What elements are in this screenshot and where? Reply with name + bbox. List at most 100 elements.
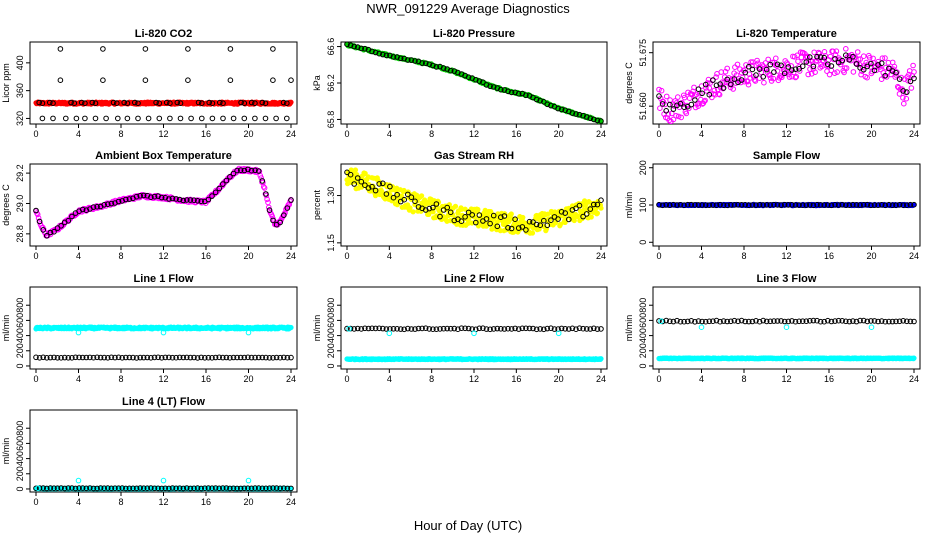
data-point <box>911 69 917 75</box>
data-point <box>259 178 266 184</box>
data-point <box>591 325 597 332</box>
data-point <box>882 202 889 209</box>
data-point <box>358 178 365 185</box>
data-point <box>508 211 514 217</box>
data-point <box>191 354 197 361</box>
data-point <box>698 324 705 331</box>
data-point <box>749 202 756 208</box>
data-point <box>412 326 418 332</box>
y-axis-label: kPa <box>312 75 322 91</box>
x-tick-label: 12 <box>158 497 168 507</box>
y-tick-label: 0 <box>15 363 25 368</box>
data-point <box>351 43 358 50</box>
data-point <box>220 115 226 122</box>
data-point <box>771 201 777 208</box>
data-point <box>900 202 907 208</box>
data-point <box>124 100 131 106</box>
x-tick-label: 24 <box>286 251 296 261</box>
data-point <box>390 54 397 60</box>
data-point <box>886 201 892 208</box>
x-tick-label: 0 <box>344 251 349 261</box>
data-point <box>810 202 817 209</box>
data-point <box>288 485 294 492</box>
data-point <box>140 192 147 199</box>
data-point <box>529 230 536 236</box>
data-point <box>574 213 581 219</box>
data-point <box>480 79 486 85</box>
panel-title: Ambient Box Temperature <box>95 150 232 162</box>
x-tick-label: 24 <box>286 374 296 384</box>
data-point <box>173 485 179 492</box>
data-point <box>430 204 436 211</box>
y-tick-label: 66.6 <box>326 38 336 56</box>
data-point <box>843 202 849 208</box>
data-point <box>462 214 468 220</box>
data-point <box>72 354 79 361</box>
x-tick-label: 24 <box>286 129 296 139</box>
data-point <box>266 207 273 213</box>
data-point <box>663 93 670 100</box>
data-point <box>778 202 784 208</box>
data-point <box>710 318 716 325</box>
data-point <box>245 485 251 492</box>
data-point <box>51 228 57 235</box>
data-point <box>369 325 375 332</box>
data-point <box>896 76 903 82</box>
data-point <box>177 115 184 122</box>
x-tick-label: 20 <box>554 129 564 139</box>
data-point <box>58 355 64 361</box>
data-point <box>656 318 662 324</box>
data-point <box>58 223 64 229</box>
data-point <box>237 354 244 361</box>
data-point <box>730 86 737 92</box>
data-point <box>746 202 752 208</box>
x-tick-label: 20 <box>243 129 253 139</box>
plot-area <box>656 317 917 362</box>
data-point <box>220 354 226 361</box>
data-point <box>458 218 465 224</box>
data-point <box>720 202 727 208</box>
data-point <box>853 202 860 208</box>
data-point <box>220 100 226 106</box>
data-point <box>216 354 222 361</box>
y-tick-label: 600 <box>15 436 25 451</box>
y-tick-label: 360 <box>15 83 25 98</box>
data-point <box>227 485 233 492</box>
data-point <box>843 46 849 52</box>
y-tick-label: 51.675 <box>638 39 648 67</box>
data-point <box>779 74 785 81</box>
data-point <box>520 214 526 221</box>
x-tick-label: 20 <box>243 374 253 384</box>
data-point <box>426 205 433 212</box>
data-point <box>785 202 792 208</box>
data-point <box>158 485 165 492</box>
data-point <box>241 115 248 122</box>
x-tick-label: 0 <box>656 251 661 261</box>
data-point <box>362 170 368 177</box>
data-point <box>673 113 679 119</box>
data-point <box>185 77 191 83</box>
data-point <box>656 93 662 99</box>
data-point <box>526 218 533 225</box>
data-point <box>369 48 375 55</box>
plot-area <box>344 325 604 363</box>
x-tick-label: 16 <box>511 374 521 384</box>
x-tick-label: 16 <box>511 129 521 139</box>
data-point <box>40 354 47 361</box>
data-point <box>688 101 695 108</box>
plot-frame <box>340 163 608 247</box>
data-point <box>230 354 237 361</box>
data-point <box>440 325 447 332</box>
data-point <box>209 100 216 106</box>
data-point <box>658 318 664 325</box>
data-point <box>273 115 279 122</box>
y-tick-label: 200 <box>638 160 648 175</box>
data-point <box>860 202 867 208</box>
data-point <box>512 216 518 222</box>
data-point <box>419 60 425 66</box>
x-tick-label: 16 <box>824 374 834 384</box>
data-point <box>169 485 176 491</box>
data-point <box>731 317 738 324</box>
data-point <box>145 115 152 122</box>
data-point <box>209 193 215 199</box>
